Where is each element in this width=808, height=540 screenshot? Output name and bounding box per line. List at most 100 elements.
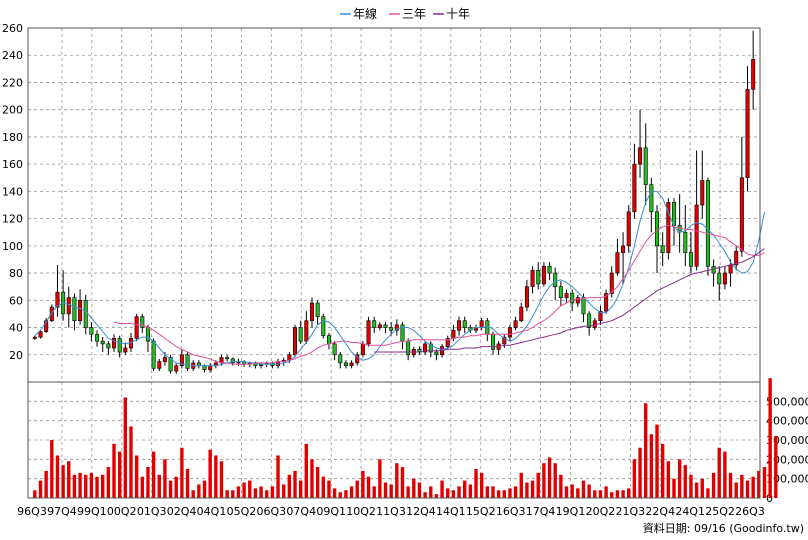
x-axis: 96Q3 97Q4 99Q1 00Q2 01Q3 02Q4 04Q1 05Q2 06Q3 07Q4… — [17, 505, 765, 518]
volume-bar — [231, 490, 235, 498]
volume-bar — [366, 476, 371, 498]
volume-bar — [38, 480, 43, 498]
candle — [507, 324, 512, 342]
volume-bar — [84, 474, 88, 498]
candle-body — [626, 211, 631, 247]
volume-bar — [95, 476, 99, 498]
volume-bar — [406, 486, 410, 498]
candle — [293, 324, 298, 358]
candle — [383, 322, 388, 333]
candle-body — [666, 201, 671, 253]
x-tick-24: 26Q3 — [735, 505, 765, 518]
x-tick-1: 97Q4 — [47, 505, 77, 518]
candle-body — [632, 163, 637, 213]
candle-body — [83, 300, 88, 328]
candle-body — [32, 336, 37, 339]
x-tick-4: 01Q3 — [137, 505, 167, 518]
volume-bar — [751, 476, 755, 498]
candle-body — [44, 320, 49, 332]
volume-plot-border — [27, 381, 761, 499]
volume-bar — [236, 486, 241, 498]
volume-bar — [564, 486, 569, 498]
volume-bar — [457, 486, 461, 498]
candle — [315, 300, 320, 325]
legend-label-3y: 三年 — [402, 7, 426, 21]
volume-bar — [666, 461, 671, 498]
candle-body — [671, 201, 676, 226]
candle-body — [734, 250, 739, 266]
volume-bar — [672, 478, 676, 498]
x-tick-14: 14Q1 — [436, 505, 466, 518]
volume-bar — [67, 461, 71, 498]
candle-body — [570, 293, 575, 304]
candle — [666, 198, 671, 260]
candle — [372, 316, 377, 333]
candle-body — [66, 297, 71, 315]
candle — [513, 316, 518, 331]
candle-body — [519, 306, 524, 322]
volume-bar — [168, 480, 173, 498]
candle-body — [751, 59, 756, 90]
x-tick-5: 02Q4 — [167, 505, 197, 518]
candle — [621, 232, 626, 284]
volume-bar — [610, 492, 614, 498]
volume-bar — [502, 490, 506, 498]
candle — [321, 313, 326, 339]
candle — [462, 316, 467, 333]
volume-bar — [689, 474, 693, 498]
candle-body — [502, 336, 507, 345]
candle-body — [78, 300, 83, 322]
candle — [44, 318, 49, 333]
volume-panel: 0 100,000 200,000 300,000 400,000 500,000 — [27, 378, 808, 505]
candle-body — [655, 211, 660, 247]
candle-body — [621, 245, 626, 253]
volume-bar — [536, 472, 540, 498]
volume-bar — [106, 467, 111, 498]
volume-bar — [349, 486, 354, 498]
price-y-tick-3: 80 — [9, 267, 23, 280]
candle — [734, 245, 739, 271]
x-tick-0: 96Q3 — [17, 505, 47, 518]
candle-body — [89, 327, 94, 335]
price-y-axis: 20 40 60 80 100 120 140 160 180 200 220 240 260 — [2, 22, 23, 362]
volume-bar — [395, 463, 399, 498]
price-y-tick-2: 60 — [9, 294, 23, 307]
candle-body — [293, 327, 298, 356]
candle-body — [117, 338, 122, 353]
volume-bar — [621, 490, 625, 498]
volume-y-tick-4: 400,000 — [766, 415, 808, 428]
candle-body — [145, 327, 150, 342]
candle — [615, 239, 620, 276]
candle — [457, 316, 462, 336]
candle-body — [225, 357, 230, 360]
candle — [38, 330, 43, 339]
volume-bar — [242, 482, 246, 498]
candle — [225, 354, 230, 362]
volume-bar — [259, 486, 263, 498]
volume-bar — [310, 459, 314, 498]
candle-body — [123, 347, 128, 353]
candle-body — [287, 354, 292, 361]
x-tick-12: 11Q3 — [376, 505, 406, 518]
candle-body — [349, 362, 354, 366]
legend-label-year: 年線 — [353, 6, 377, 21]
candle-body — [581, 297, 586, 315]
volume-bar — [372, 486, 376, 498]
candle — [423, 341, 428, 355]
volume-bar — [208, 449, 212, 498]
volume-bar — [265, 490, 269, 498]
volume-bar — [423, 492, 427, 498]
candle-body — [168, 357, 173, 372]
candle-body — [547, 265, 552, 274]
candle — [157, 358, 162, 372]
candle — [541, 262, 546, 287]
candle-body — [332, 343, 337, 356]
candle-body — [530, 270, 535, 287]
volume-bar — [446, 488, 450, 498]
volume-bar — [723, 451, 727, 498]
candle-body — [321, 316, 326, 337]
candle — [428, 341, 433, 358]
candle — [366, 316, 371, 347]
candle-body — [298, 327, 303, 342]
volume-bar — [123, 397, 128, 498]
